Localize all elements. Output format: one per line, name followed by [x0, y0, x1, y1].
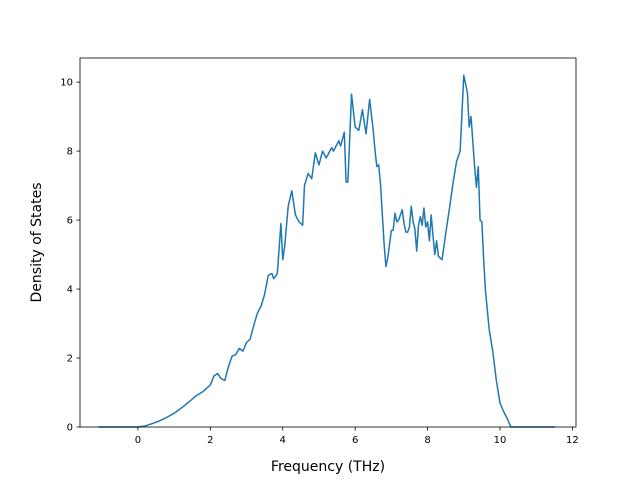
x-tick: 8 — [424, 427, 431, 446]
x-tick-label: 4 — [280, 435, 286, 446]
x-tick: 4 — [280, 427, 286, 446]
y-tick-label: 4 — [67, 285, 73, 296]
y-tick: 6 — [67, 216, 80, 227]
y-tick: 2 — [67, 354, 80, 365]
x-tick-label: 0 — [135, 435, 141, 446]
y-tick: 10 — [60, 78, 80, 89]
x-tick-label: 6 — [352, 435, 358, 446]
y-tick: 8 — [67, 147, 80, 158]
y-tick-label: 0 — [67, 423, 73, 434]
y-tick: 0 — [67, 423, 80, 434]
dos-series-line — [98, 74, 556, 428]
y-tick-label: 6 — [67, 216, 73, 227]
plot-area — [98, 74, 556, 428]
x-tick: 0 — [135, 427, 141, 446]
x-axis-label: Frequency (THz) — [271, 459, 385, 475]
x-tick: 6 — [352, 427, 358, 446]
x-tick-label: 10 — [494, 435, 507, 446]
y-tick-label: 8 — [67, 147, 73, 158]
y-axis-ticks: 0 2 4 6 8 10 — [60, 78, 80, 434]
y-tick-label: 10 — [60, 78, 73, 89]
y-tick-label: 2 — [67, 354, 73, 365]
x-tick-label: 12 — [566, 435, 579, 446]
y-axis-label: Density of States — [29, 183, 45, 303]
x-tick: 12 — [566, 427, 579, 446]
x-tick: 10 — [494, 427, 507, 446]
y-tick: 4 — [67, 285, 80, 296]
axes-frame — [79, 57, 577, 428]
x-tick: 2 — [207, 427, 214, 446]
x-tick-label: 8 — [424, 435, 430, 446]
x-tick-label: 2 — [207, 435, 213, 446]
x-axis-ticks: 0 2 4 6 8 10 12 — [135, 427, 579, 446]
